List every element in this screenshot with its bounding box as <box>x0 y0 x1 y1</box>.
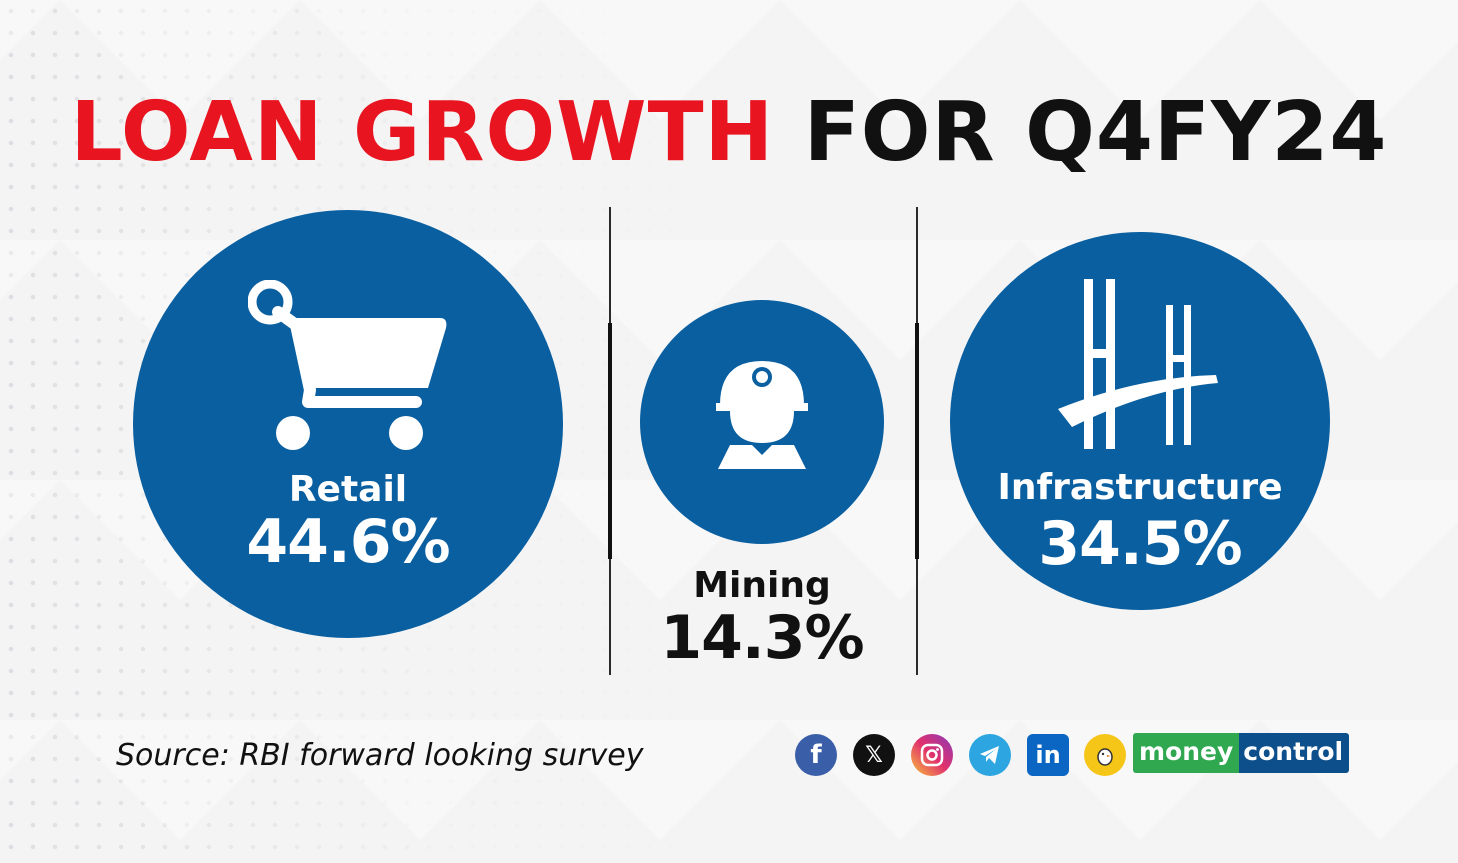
brand-part1: money <box>1133 733 1240 773</box>
moneycontrol-logo[interactable]: money control <box>1133 733 1350 773</box>
bridge-icon <box>1058 279 1218 449</box>
mining-circle <box>640 300 884 544</box>
facebook-icon[interactable]: f <box>795 734 837 776</box>
infrastructure-value: 34.5% <box>1038 509 1242 579</box>
mining-name: Mining <box>693 565 831 606</box>
instagram-icon[interactable] <box>911 734 953 776</box>
mining-value: 14.3% <box>660 603 864 673</box>
infrastructure-circle: Infrastructure 34.5% <box>950 232 1330 610</box>
retail-name: Retail <box>288 469 408 510</box>
shopping-cart-icon <box>248 280 447 450</box>
source-note: Source: RBI forward looking survey <box>116 738 644 773</box>
page-title: LOAN GROWTH FOR Q4FY24 <box>0 92 1458 174</box>
telegram-icon[interactable] <box>969 734 1011 776</box>
retail-circle: Retail 44.6% <box>133 210 563 638</box>
divider-left <box>608 207 612 675</box>
title-rest: FOR Q4FY24 <box>803 85 1388 180</box>
x-icon[interactable]: 𝕏 <box>853 734 895 776</box>
linkedin-icon[interactable]: in <box>1027 734 1069 776</box>
retail-value: 44.6% <box>246 507 450 577</box>
miner-helmet-icon <box>716 361 808 469</box>
divider-right <box>915 207 919 675</box>
infrastructure-name: Infrastructure <box>997 467 1283 508</box>
koo-icon[interactable] <box>1084 734 1126 776</box>
brand-part2: control <box>1239 733 1350 773</box>
title-highlight: LOAN GROWTH <box>70 85 775 180</box>
